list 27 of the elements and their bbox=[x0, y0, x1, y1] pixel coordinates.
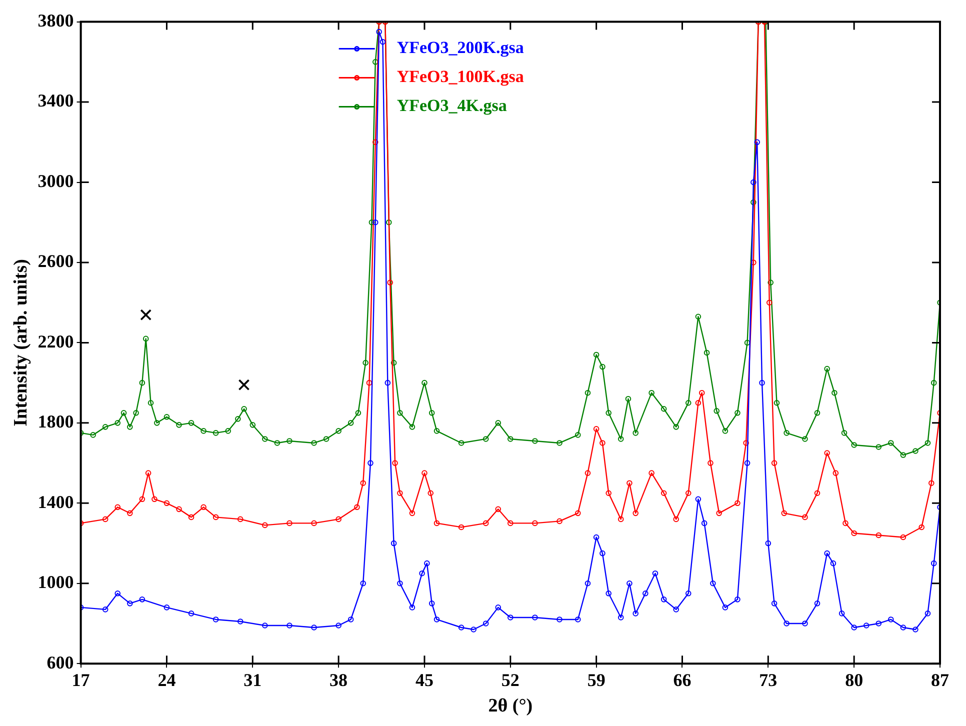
y-tick-label: 600 bbox=[46, 652, 74, 672]
y-axis-title: Intensity (arb. units) bbox=[10, 259, 32, 426]
y-tick-label: 3400 bbox=[38, 90, 74, 111]
annotation: × bbox=[236, 370, 252, 400]
legend-label: YFeO3_100K.gsa bbox=[396, 67, 524, 86]
x-tick-label: 17 bbox=[72, 670, 90, 690]
x-tick-label: 73 bbox=[759, 670, 778, 690]
legend-label: YFeO3_200K.gsa bbox=[396, 38, 524, 58]
x-tick-label: 80 bbox=[845, 670, 864, 690]
y-tick-label: 1800 bbox=[38, 412, 74, 432]
x-tick-label: 24 bbox=[158, 670, 176, 690]
x-tick-label: 66 bbox=[673, 670, 692, 690]
legend-label: YFeO3_4K.gsa bbox=[396, 96, 508, 116]
y-tick-label: 1000 bbox=[38, 572, 74, 592]
annotation: × bbox=[138, 300, 154, 330]
x-tick-label: 38 bbox=[330, 670, 348, 690]
x-tick-label: 45 bbox=[415, 670, 434, 690]
x-tick-label: 31 bbox=[244, 670, 262, 690]
y-tick-label: 1400 bbox=[38, 492, 74, 512]
y-tick-label: 3000 bbox=[38, 170, 74, 191]
x-axis-title: 2θ (°) bbox=[488, 696, 533, 717]
x-tick-label: 52 bbox=[501, 670, 520, 690]
y-tick-label: 2200 bbox=[38, 331, 74, 352]
y-tick-label: 2600 bbox=[38, 251, 74, 272]
y-tick-label: 3800 bbox=[38, 10, 74, 30]
x-tick-label: 59 bbox=[587, 670, 606, 690]
x-tick-label: 87 bbox=[931, 670, 949, 690]
